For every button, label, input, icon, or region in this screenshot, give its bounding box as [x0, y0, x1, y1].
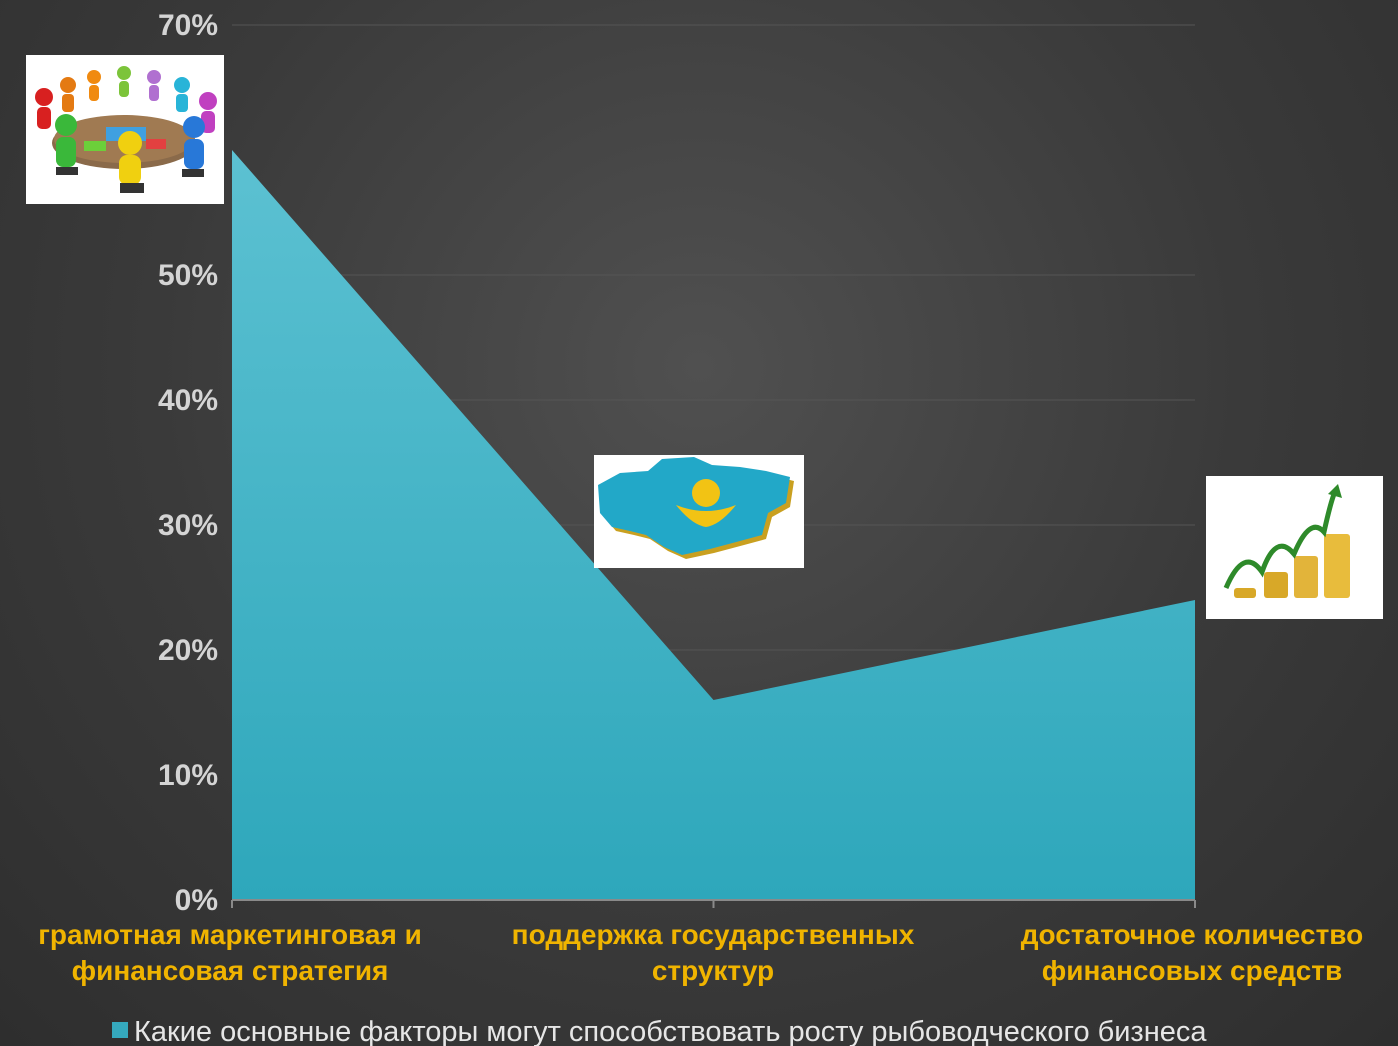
- y-tick-label: 20%: [158, 634, 218, 667]
- category-label: финансовая стратегия: [72, 955, 389, 986]
- y-tick-label: 30%: [158, 509, 218, 542]
- x-axis: [231, 899, 1196, 908]
- legend: Какие основные факторы могут способствов…: [112, 1016, 1207, 1046]
- category-label: грамотная маркетинговая и: [38, 919, 422, 950]
- round-table-meeting-icon: [26, 55, 224, 204]
- kazakhstan-map-icon: [594, 455, 804, 568]
- area-series-0: [232, 150, 1195, 900]
- category-label: достаточное количество: [1021, 919, 1363, 950]
- category-label: поддержка государственных: [512, 919, 915, 950]
- y-tick-label: 0%: [175, 884, 218, 917]
- area-series: [231, 149, 1196, 900]
- y-tick-label: 70%: [158, 9, 218, 42]
- y-tick-label: 10%: [158, 759, 218, 792]
- category-label: структур: [652, 955, 774, 986]
- y-tick-label: 50%: [158, 259, 218, 292]
- legend-label: Какие основные факторы могут способствов…: [134, 1016, 1207, 1046]
- y-axis-labels: 0% 10% 20% 30% 40% 50% 70%: [158, 9, 218, 917]
- y-tick-label: 40%: [158, 384, 218, 417]
- category-label: финансовых средств: [1042, 955, 1342, 986]
- coin-growth-icon: [1206, 476, 1383, 619]
- legend-swatch: [112, 1022, 128, 1038]
- category-labels: грамотная маркетинговая и финансовая стра…: [38, 919, 1363, 986]
